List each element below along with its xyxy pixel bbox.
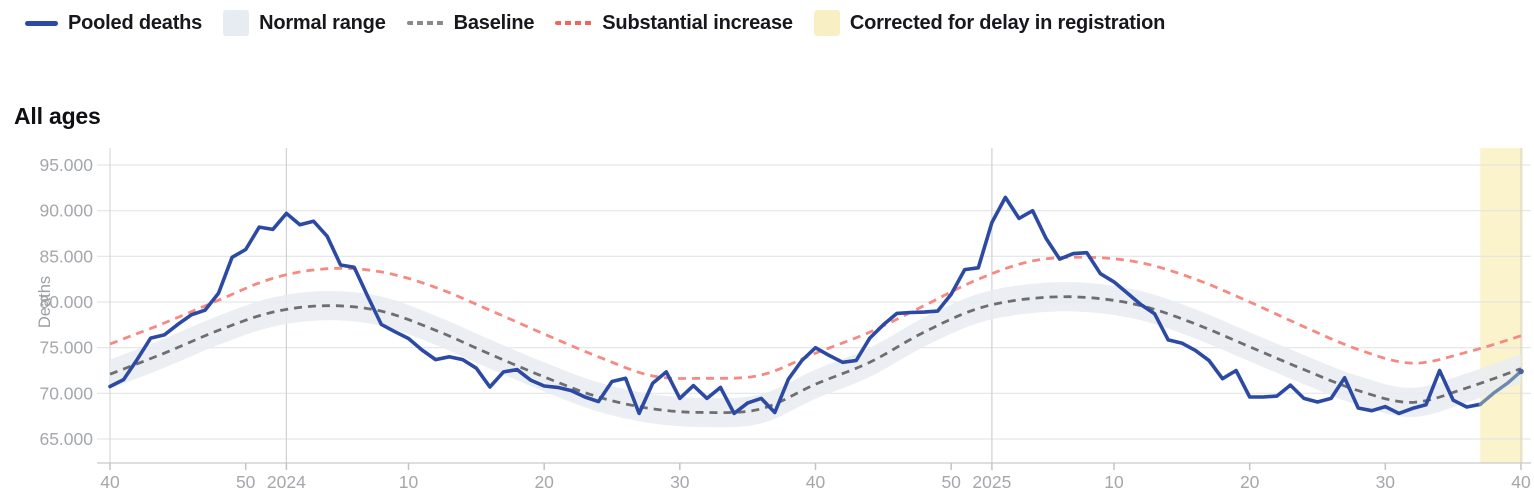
x-axis-tick-label: 2024: [267, 472, 306, 492]
legend-label: Pooled deaths: [68, 11, 203, 34]
x-axis-tick-label: 30: [1376, 472, 1396, 492]
baseline-swatch: [406, 21, 444, 25]
legend: Pooled deaths Normal range Baseline Subs…: [25, 7, 1165, 39]
legend-item-substantial-increase: Substantial increase: [555, 12, 793, 35]
x-axis-tick-label: 40: [100, 472, 120, 492]
x-axis-tick-label: 50: [236, 472, 256, 492]
legend-item-baseline: Baseline: [406, 11, 535, 35]
svg-text:85.000: 85.000: [39, 246, 93, 266]
y-axis-tick-labels: 95.000 90.000 85.000 80.000 75.000 70.000 65.0…: [39, 155, 93, 449]
pooled-deaths-swatch: [25, 20, 58, 26]
legend-item-pooled-deaths: Pooled deaths: [25, 12, 202, 35]
legend-item-corrected: Corrected for delay in registration: [813, 10, 1166, 36]
legend-item-normal-range: Normal range: [223, 10, 386, 36]
x-axis-tick-label: 40: [806, 472, 826, 492]
svg-text:75.000: 75.000: [39, 338, 93, 358]
legend-label: Normal range: [259, 11, 386, 34]
svg-text:70.000: 70.000: [39, 383, 93, 403]
corrected-swatch: [813, 10, 840, 36]
chart-svg: 40 50 2024 10 20 30 40 50 2025 10 20 30 40 95.000 90.0…: [36, 148, 1531, 492]
corrected-region: [1480, 148, 1523, 463]
legend-label: Baseline: [453, 11, 535, 34]
legend-label: Substantial increase: [602, 11, 793, 34]
x-axis-tick-label: 10: [399, 472, 419, 492]
svg-text:95.000: 95.000: [39, 155, 93, 175]
x-axis-tick-label: 20: [534, 472, 554, 492]
x-axis-tick-label: 40: [1511, 472, 1531, 492]
substantial-increase-line: [109, 255, 1522, 380]
last-data-point: [1518, 368, 1524, 375]
pooled-deaths-line: [108, 195, 1483, 416]
svg-text:90.000: 90.000: [39, 201, 93, 221]
legend-label: Corrected for delay in registration: [849, 11, 1166, 34]
normal-range-band: [110, 282, 1521, 428]
page-title: All ages: [14, 103, 101, 130]
svg-text:80.000: 80.000: [39, 292, 93, 312]
corrected-deaths-line: [1478, 369, 1523, 406]
y-axis-title: Deaths: [36, 276, 54, 328]
x-axis-tick-label: 2025: [972, 472, 1011, 492]
svg-text:65.000: 65.000: [39, 429, 93, 449]
x-axis-tick-label: 30: [670, 472, 690, 492]
x-axis-tick-label: 10: [1104, 472, 1124, 492]
x-axis-ticks: 40 50 2024 10 20 30 40 50 2025 10 20 30 40: [100, 463, 1531, 492]
normal-range-swatch: [223, 10, 250, 36]
x-axis-tick-label: 50: [941, 472, 961, 492]
substantial-increase-swatch: [555, 21, 593, 25]
mortality-chart: 40 50 2024 10 20 30 40 50 2025 10 20 30 40 95.000 90.0…: [0, 140, 1534, 501]
x-axis-tick-label: 20: [1240, 472, 1260, 492]
